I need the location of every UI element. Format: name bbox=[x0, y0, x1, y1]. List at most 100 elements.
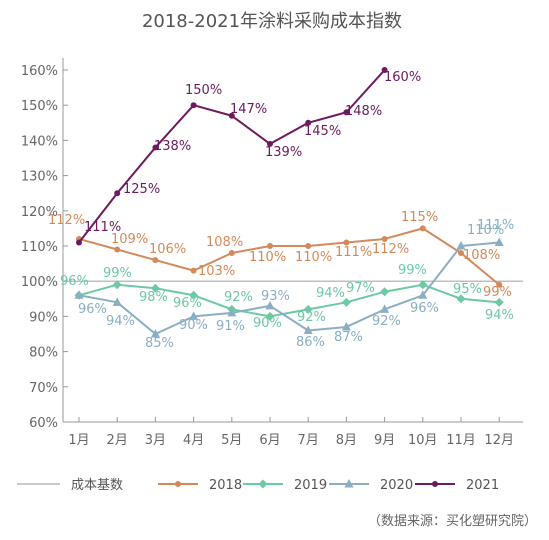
data-point-2019 bbox=[418, 280, 428, 290]
legend-item-2021: 2021 bbox=[415, 478, 499, 493]
data-label-2020: 111% bbox=[477, 218, 514, 233]
y-tick-label: 80% bbox=[29, 346, 58, 361]
series-line-2018 bbox=[78, 227, 500, 286]
y-tick-label: 120% bbox=[21, 205, 58, 220]
data-point-2019 bbox=[380, 287, 390, 297]
data-point-2020 bbox=[74, 290, 84, 299]
data-label-2018: 110% bbox=[295, 250, 332, 265]
data-point-2021 bbox=[114, 190, 121, 197]
y-tick-label: 110% bbox=[21, 240, 58, 255]
data-label-2019: 92% bbox=[224, 290, 253, 305]
data-label-2018: 109% bbox=[111, 232, 148, 247]
data-point-2018 bbox=[267, 243, 273, 249]
data-label-2019: 90% bbox=[253, 316, 282, 331]
data-label-2019: 99% bbox=[398, 263, 427, 278]
source-note: （数据来源：买化塑研究院） bbox=[368, 514, 537, 529]
data-label-2019: 98% bbox=[139, 290, 168, 305]
x-tick-label: 3月 bbox=[145, 433, 166, 448]
data-point-2021 bbox=[152, 144, 159, 151]
chart-title: 2018-2021年涂料采购成本指数 bbox=[142, 11, 402, 32]
data-point-2020 bbox=[456, 241, 466, 250]
legend-marker-2021 bbox=[432, 481, 438, 487]
legend-marker-2019 bbox=[258, 479, 268, 489]
data-label-2019: 94% bbox=[485, 308, 514, 323]
data-point-2019 bbox=[303, 304, 313, 314]
data-point-2021 bbox=[305, 119, 312, 126]
data-label-2018: 99% bbox=[483, 285, 512, 300]
data-label-2018: 110% bbox=[249, 250, 286, 265]
data-point-2019 bbox=[265, 311, 275, 321]
data-label-2020: 85% bbox=[145, 336, 174, 351]
legend-label-2018: 2018 bbox=[209, 478, 242, 493]
series-2018: 112%109%106%103%108%110% 110% 111% 112%115%… bbox=[48, 210, 512, 300]
y-tick-label: 130% bbox=[21, 170, 58, 185]
data-point-2019 bbox=[189, 290, 199, 300]
data-label-2018: 115% bbox=[401, 210, 438, 225]
data-point-2020 bbox=[380, 304, 390, 313]
data-label-2021: 150% bbox=[185, 83, 222, 98]
y-tick-label: 160% bbox=[21, 64, 58, 79]
y-tick-label: 140% bbox=[21, 134, 58, 149]
data-point-2021 bbox=[190, 102, 197, 109]
data-point-2021 bbox=[343, 109, 350, 116]
data-point-2020 bbox=[418, 290, 428, 299]
data-point-2018 bbox=[190, 267, 197, 274]
data-label-2020: 92% bbox=[372, 314, 401, 329]
data-label-2020: 93% bbox=[261, 289, 290, 304]
y-tick-label: 100% bbox=[21, 275, 58, 290]
data-point-2018 bbox=[419, 225, 426, 232]
y-tick-label: 60% bbox=[29, 416, 58, 431]
data-point-2018 bbox=[496, 281, 503, 288]
x-tick-label: 12月 bbox=[484, 433, 514, 448]
data-point-2018 bbox=[381, 235, 388, 242]
data-label-2021: 139% bbox=[265, 145, 302, 160]
x-tick-label: 5月 bbox=[221, 433, 242, 448]
x-tick-label: 9月 bbox=[374, 433, 395, 448]
data-label-2020: 110% bbox=[467, 223, 504, 238]
data-point-2018 bbox=[152, 257, 159, 264]
series-2019: 96%99%98% 96% 92%90% 92%94% 97%99%95%94% bbox=[60, 263, 514, 331]
data-point-2018 bbox=[343, 239, 350, 246]
data-label-2021: 138% bbox=[154, 139, 191, 154]
data-label-2018: 108% bbox=[463, 248, 500, 263]
data-label-2021: 111% bbox=[84, 220, 121, 235]
y-tick-label: 70% bbox=[29, 381, 58, 396]
data-point-2020 bbox=[494, 237, 504, 246]
data-label-2018: 103% bbox=[198, 264, 235, 279]
data-point-2021 bbox=[267, 140, 273, 147]
data-label-2018: 112% bbox=[48, 213, 85, 228]
data-label-2020: 91% bbox=[216, 319, 245, 334]
data-label-2020: 86% bbox=[296, 335, 325, 350]
legend-label-baseline: 成本基数 bbox=[71, 478, 123, 493]
data-label-2018: 108% bbox=[206, 235, 243, 250]
data-label-2021: 147% bbox=[230, 102, 267, 117]
data-point-2021 bbox=[381, 67, 388, 73]
data-point-2020 bbox=[227, 307, 237, 317]
x-tick-label: 10月 bbox=[408, 433, 438, 448]
data-point-2021 bbox=[76, 239, 82, 246]
data-label-2021: 125% bbox=[123, 182, 160, 197]
data-label-2019: 99% bbox=[103, 266, 132, 281]
y-tick-label: 90% bbox=[29, 310, 58, 325]
data-point-2020 bbox=[189, 311, 199, 320]
data-point-2018 bbox=[228, 250, 235, 257]
data-point-2019 bbox=[341, 297, 351, 307]
x-tick-label: 6月 bbox=[259, 433, 280, 448]
data-point-2020 bbox=[303, 325, 313, 334]
data-point-2018 bbox=[114, 246, 121, 253]
series-2020: 96%94%85%90% 91%93%86% 87%92%96%110%111% bbox=[74, 218, 514, 351]
legend-item-2019: 2019 bbox=[243, 478, 327, 493]
legend-item-2018: 2018 bbox=[158, 478, 242, 493]
series-line-2021 bbox=[78, 69, 386, 244]
legend-item-2020: 2020 bbox=[329, 478, 413, 493]
data-point-2020 bbox=[150, 329, 160, 338]
data-point-2018 bbox=[305, 243, 312, 249]
legend-label-2019: 2019 bbox=[294, 478, 327, 493]
data-label-2019: 96% bbox=[60, 274, 89, 289]
data-label-2020: 87% bbox=[334, 330, 363, 345]
data-point-2020 bbox=[341, 321, 351, 331]
x-tick-label: 7月 bbox=[298, 433, 319, 448]
series-line-2020 bbox=[78, 241, 500, 335]
data-label-2020: 90% bbox=[179, 318, 208, 333]
